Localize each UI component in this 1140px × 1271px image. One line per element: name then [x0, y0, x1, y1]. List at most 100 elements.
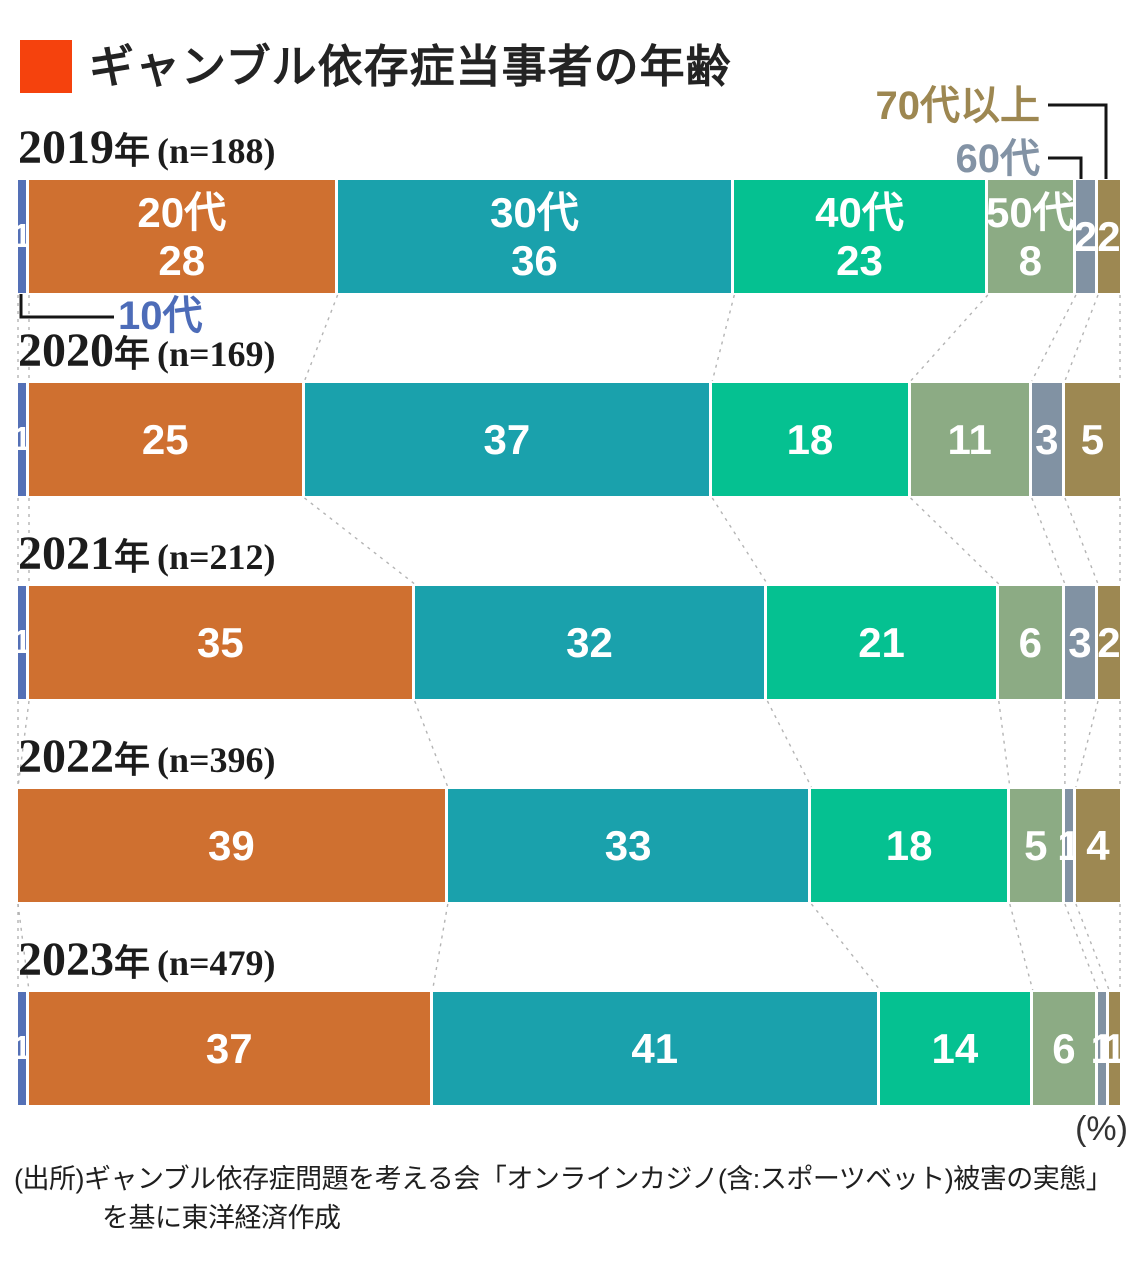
segment-50代: 5	[1009, 789, 1062, 902]
segment-label: 40代	[815, 189, 904, 237]
year-suffix: 年	[114, 131, 151, 171]
segment-40代: 18	[811, 789, 1007, 902]
segment-20代: 39	[18, 789, 445, 902]
segment-label: 1	[1090, 1024, 1114, 1072]
segment-40代: 18	[712, 383, 908, 496]
segment-40代: 21	[767, 586, 996, 699]
segment-30代: 41	[432, 992, 877, 1105]
segment-30代: 30代 36	[337, 180, 732, 293]
segment-label: 2	[1097, 618, 1121, 666]
year-text: 2023	[18, 933, 114, 986]
segment-20代: 20代 28	[29, 180, 335, 293]
bar-2022: 39 33 18 5 1 4	[18, 789, 1120, 902]
segment-label: 2	[1073, 212, 1098, 260]
segment-label: 32	[566, 618, 613, 666]
segment-label: 1	[12, 420, 32, 458]
segment-10代: 1	[13, 180, 31, 293]
sample-size: (n=212)	[157, 537, 276, 577]
segment-label: 18	[786, 415, 834, 463]
year-label-2021: 2021年 (n=212)	[18, 528, 276, 579]
year-label-2019: 2019年 (n=188)	[18, 121, 276, 174]
segment-label: 6	[1052, 1024, 1076, 1072]
segment-60代: 1	[1057, 789, 1081, 902]
segment-50代: 50代 8	[986, 180, 1075, 293]
chart-title: ギャンブル依存症当事者の年齢	[89, 40, 732, 92]
segment-30代: 33	[447, 789, 809, 902]
segment-50代: 6	[1032, 992, 1096, 1105]
sample-size: (n=169)	[157, 334, 276, 374]
segment-label: 35	[197, 618, 244, 666]
segment-20代: 37	[28, 992, 430, 1105]
segment-40代: 14	[879, 992, 1030, 1105]
bar-2020: 1 25 37 18 11 3 5	[13, 383, 1120, 496]
sample-size: (n=396)	[157, 740, 276, 780]
segment-label: 21	[858, 618, 905, 666]
sample-size: (n=188)	[157, 131, 276, 171]
segment-10代: 1	[13, 586, 31, 699]
legend-connector-sixties	[1048, 156, 1083, 179]
segment-60代: 3	[1031, 383, 1062, 496]
segment-label: 28	[158, 236, 206, 284]
segment-label: 20代	[137, 189, 227, 237]
segment-label: 5	[1080, 415, 1105, 463]
year-label-2020: 2020年 (n=169)	[18, 324, 276, 377]
segment-60代: 2	[1073, 180, 1098, 293]
unit-label: (%)	[1075, 1110, 1128, 1148]
segment-label: 1	[12, 1029, 32, 1067]
segment-label: 1	[12, 217, 32, 255]
year-label-2022: 2022年 (n=396)	[18, 730, 276, 783]
year-suffix: 年	[114, 943, 151, 983]
callout-seventies-label: 70代以上	[875, 84, 1041, 128]
segment-50代: 11	[910, 383, 1029, 496]
segment-label: 41	[631, 1024, 679, 1072]
bar-2021: 1 35 32 21 6 3 2	[13, 586, 1121, 699]
segment-10代: 1	[13, 383, 31, 496]
segment-label: 37	[205, 1024, 253, 1072]
segment-70代以上: 2	[1097, 180, 1121, 293]
segment-label: 25	[141, 415, 189, 463]
bar-2023: 1 37 41 14 6 1 1	[13, 992, 1126, 1105]
title-block: ギャンブル依存症当事者の年齢	[20, 40, 732, 93]
legend-connector-seventies	[1048, 103, 1108, 179]
segment-30代: 37	[304, 383, 710, 496]
segment-label: 1	[1057, 821, 1081, 869]
title-bullet	[20, 40, 72, 93]
segment-70代以上: 1	[1103, 992, 1126, 1105]
segment-label: 5	[1024, 821, 1048, 869]
segment-label: 18	[885, 821, 933, 869]
segment-label: 1	[12, 623, 32, 661]
segment-label: 33	[604, 821, 652, 869]
segment-20代: 35	[29, 586, 412, 699]
segment-70代以上: 2	[1097, 586, 1121, 699]
year-suffix: 年	[114, 740, 151, 780]
segment-label: 8	[1018, 236, 1042, 284]
segment-50代: 6	[998, 586, 1062, 699]
source-line-2: を基に東洋経済作成	[102, 1203, 341, 1234]
source-note: (出所)ギャンブル依存症問題を考える会「オンラインカジノ(含:スポーツベット)被…	[14, 1160, 1113, 1238]
segment-label: 3	[1068, 618, 1092, 666]
segment-label: 2	[1097, 212, 1121, 260]
bar-2019: 1 20代 28 30代 36 40代 23 50代 8 2 2	[13, 180, 1121, 293]
year-suffix: 年	[114, 537, 151, 577]
segment-label: 39	[208, 821, 255, 869]
sample-size: (n=479)	[157, 943, 276, 983]
segment-label: 36	[511, 236, 558, 284]
year-text: 2020	[18, 324, 114, 377]
segment-70代以上: 4	[1075, 789, 1120, 902]
segment-70代以上: 5	[1064, 383, 1120, 496]
year-suffix: 年	[114, 334, 151, 374]
year-text: 2022	[18, 730, 114, 783]
source-line-1: (出所)ギャンブル依存症問題を考える会「オンラインカジノ(含:スポーツベット)被…	[14, 1164, 1113, 1194]
year-text: 2019	[18, 121, 114, 174]
callout-sixties-label: 60代	[955, 137, 1041, 181]
segment-label: 30代	[490, 189, 579, 237]
callout-teens-label: 10代	[118, 294, 203, 338]
segment-label: 4	[1086, 821, 1110, 869]
segment-label: 1	[1102, 1024, 1127, 1072]
year-label-2023: 2023年 (n=479)	[18, 933, 276, 986]
segment-60代: 3	[1064, 586, 1095, 699]
segment-label: 37	[483, 415, 531, 463]
segment-60代: 1	[1090, 992, 1114, 1105]
segment-label: 14	[931, 1024, 979, 1072]
